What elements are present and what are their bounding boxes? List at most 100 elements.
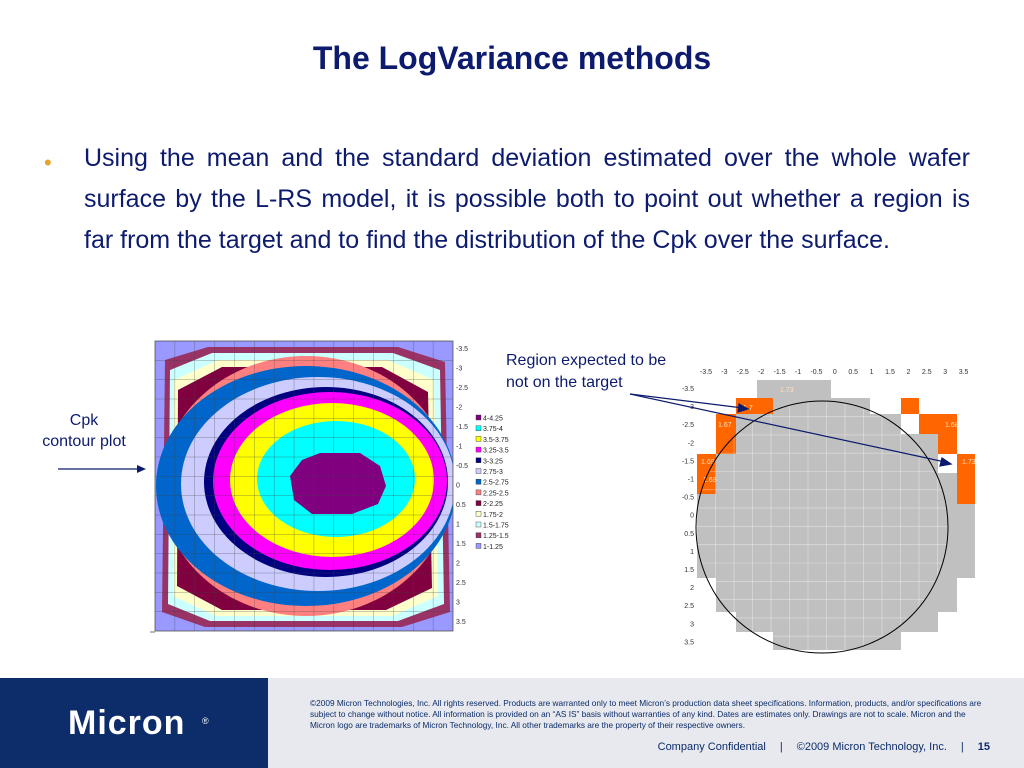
legend-label: 1.75-2 [483,512,503,519]
contour-y-tick: -0.5 [456,463,468,470]
wafer-y-tick: 3.5 [684,639,694,646]
contour-y-tick: 1 [456,522,460,529]
copyright-label: ©2009 Micron Technology, Inc. [796,741,947,753]
wafer-outline [695,400,949,654]
region-label-line1: Region expected to be [506,352,667,369]
wafer-x-tick: 3 [943,369,947,376]
wafer-x-tick: -2.5 [737,369,749,376]
legend-label: 2.5-2.75 [483,480,509,487]
wafer-x-tick: -0.5 [810,369,822,376]
legend-swatch [475,414,482,421]
region-arrows [629,393,953,467]
separator: | [960,741,964,753]
footer-line: Company Confidential | ©2009 Micron Techno… [658,741,990,753]
wafer-x-tick: 1 [870,369,874,376]
contour-legend: 4-4.25 3.75-4 3.5-3.75 3.25-3.5 3-3.25 2.75-3… [473,412,511,555]
wafer-x-tick: -1.5 [774,369,786,376]
cpk-label-line1: Cpk [69,412,99,429]
contour-y-tick: -2.5 [456,385,468,392]
wafer-y-tick: -1.5 [682,458,694,465]
contour-y-tick: -3.5 [456,346,468,353]
wafer-map: -3.5 -3 -2.5 -2 -1.5 -1 -0.5 0 0.5 1 1.5 2 2.5 3 3.5 -… [682,369,976,654]
contour-y-tick: -1.5 [456,424,468,431]
legend-label: 2-2.25 [483,501,503,508]
off-target-cell [938,414,957,454]
wafer-y-tick: 1 [690,549,694,556]
wafer-die-map: 1.731.71.671.681.691.691.73 [695,380,976,654]
logo-text: Micron [68,704,186,742]
confidential-label: Company Confidential [657,741,766,753]
off-target-cell [919,414,938,434]
wafer-x-tick: 2 [906,369,910,376]
wafer-y-tick: 0.5 [684,531,694,538]
region-label: Region expected to be not on the target [506,350,666,394]
contour-y-axis: -3.5 -3 -2.5 -2 -1.5 -1 -0.5 0 0.5 1 1.5 2 2.5 3 3.5 [456,346,468,626]
legend-label: 3-3.25 [483,458,503,465]
legend-swatch [475,521,482,528]
wafer-y-tick: -3.5 [682,386,694,393]
legend-label: 2.75-3 [483,469,503,476]
cpk-contour-plot: -3.5 -3 -2.5 -2 -1.5 -1 -0.5 0 0.5 1 1.5 2 2.5 3 3.5 4… [150,340,511,633]
separator: | [779,741,783,753]
contour-y-tick: 2 [456,561,460,568]
cpk-label-line2: contour plot [42,433,126,450]
cell-value-label: 1.73 [962,459,976,466]
legend-swatch [475,468,482,474]
off-target-cell [716,414,736,454]
legend-swatch [475,532,482,538]
region-label-line2: not on the target [506,374,623,391]
wafer-y-tick: 3 [690,621,694,628]
off-target-cells [697,398,975,504]
legend-swatch [475,446,482,453]
legend-label: 3.25-3.5 [483,448,509,455]
cell-value-label: 1.67 [718,422,732,429]
legend-swatch [475,436,482,442]
legend-swatch [475,479,482,485]
contour-grid [155,341,453,631]
legend-label: 1.25-1.5 [483,533,509,540]
off-target-cell [901,398,919,414]
legend-swatch [475,457,482,463]
cpk-arrow [58,465,146,473]
wafer-x-tick: 2.5 [922,369,932,376]
wafer-y-tick: -0.5 [682,495,694,502]
slide-title: The LogVariance methods [312,40,712,76]
off-target-cell [697,454,716,494]
wafer-top-cell [757,380,831,398]
cell-value-label: 1.68 [945,422,959,429]
wafer-x-axis: -3.5 -3 -2.5 -2 -1.5 -1 -0.5 0 0.5 1 1.5 2 2.5 3 3.5 [700,369,969,376]
wafer-x-tick: -1 [795,369,801,376]
contour-y-tick: 3 [456,600,460,607]
contour-y-tick: 0 [456,483,460,490]
cell-value-label: 1.69 [703,477,717,484]
page-number: 15 [977,741,990,753]
bullet-text: Using the mean and the standard deviatio… [84,144,970,254]
wafer-y-tick: 0 [690,513,694,520]
bullet-dot-icon: • [44,150,52,175]
wafer-y-axis: -3.5-3-2.5-2-1.5-1-0.500.511.522.533.5 [682,386,694,646]
legend-label: 1.5-1.75 [483,523,509,530]
wafer-x-tick: 3.5 [959,369,969,376]
cell-value-label: 1.73 [780,387,794,394]
cpk-label: Cpk contour plot [34,410,134,452]
wafer-y-tick: 1.5 [684,567,694,574]
legend-label: 3.75-4 [483,426,503,433]
legal-text: ©2009 Micron Technologies, Inc. All righ… [310,698,982,730]
wafer-dies [697,398,975,650]
wafer-x-tick: 1.5 [885,369,895,376]
wafer-y-tick: -2 [688,440,694,447]
wafer-x-tick: 0.5 [848,369,858,376]
contour-y-tick: -2 [456,405,462,412]
registered-mark-icon: ® [202,716,209,726]
contour-y-tick: -3 [456,366,462,373]
wafer-x-tick: -3.5 [700,369,712,376]
legend-label: 4-4.25 [483,416,503,423]
wafer-y-tick: 2 [690,585,694,592]
legend-swatch [475,543,482,549]
legend-label: 3.5-3.75 [483,437,509,444]
wafer-y-tick: 2.5 [684,603,694,610]
wafer-y-tick: -2.5 [682,422,694,429]
contour-plot-frame [154,340,454,632]
figures-canvas: -3.5 -3 -2.5 -2 -1.5 -1 -0.5 0 0.5 1 1.5 2 2.5 3 3.5 4… [58,340,976,654]
legend-label: 1-1.25 [483,544,503,551]
